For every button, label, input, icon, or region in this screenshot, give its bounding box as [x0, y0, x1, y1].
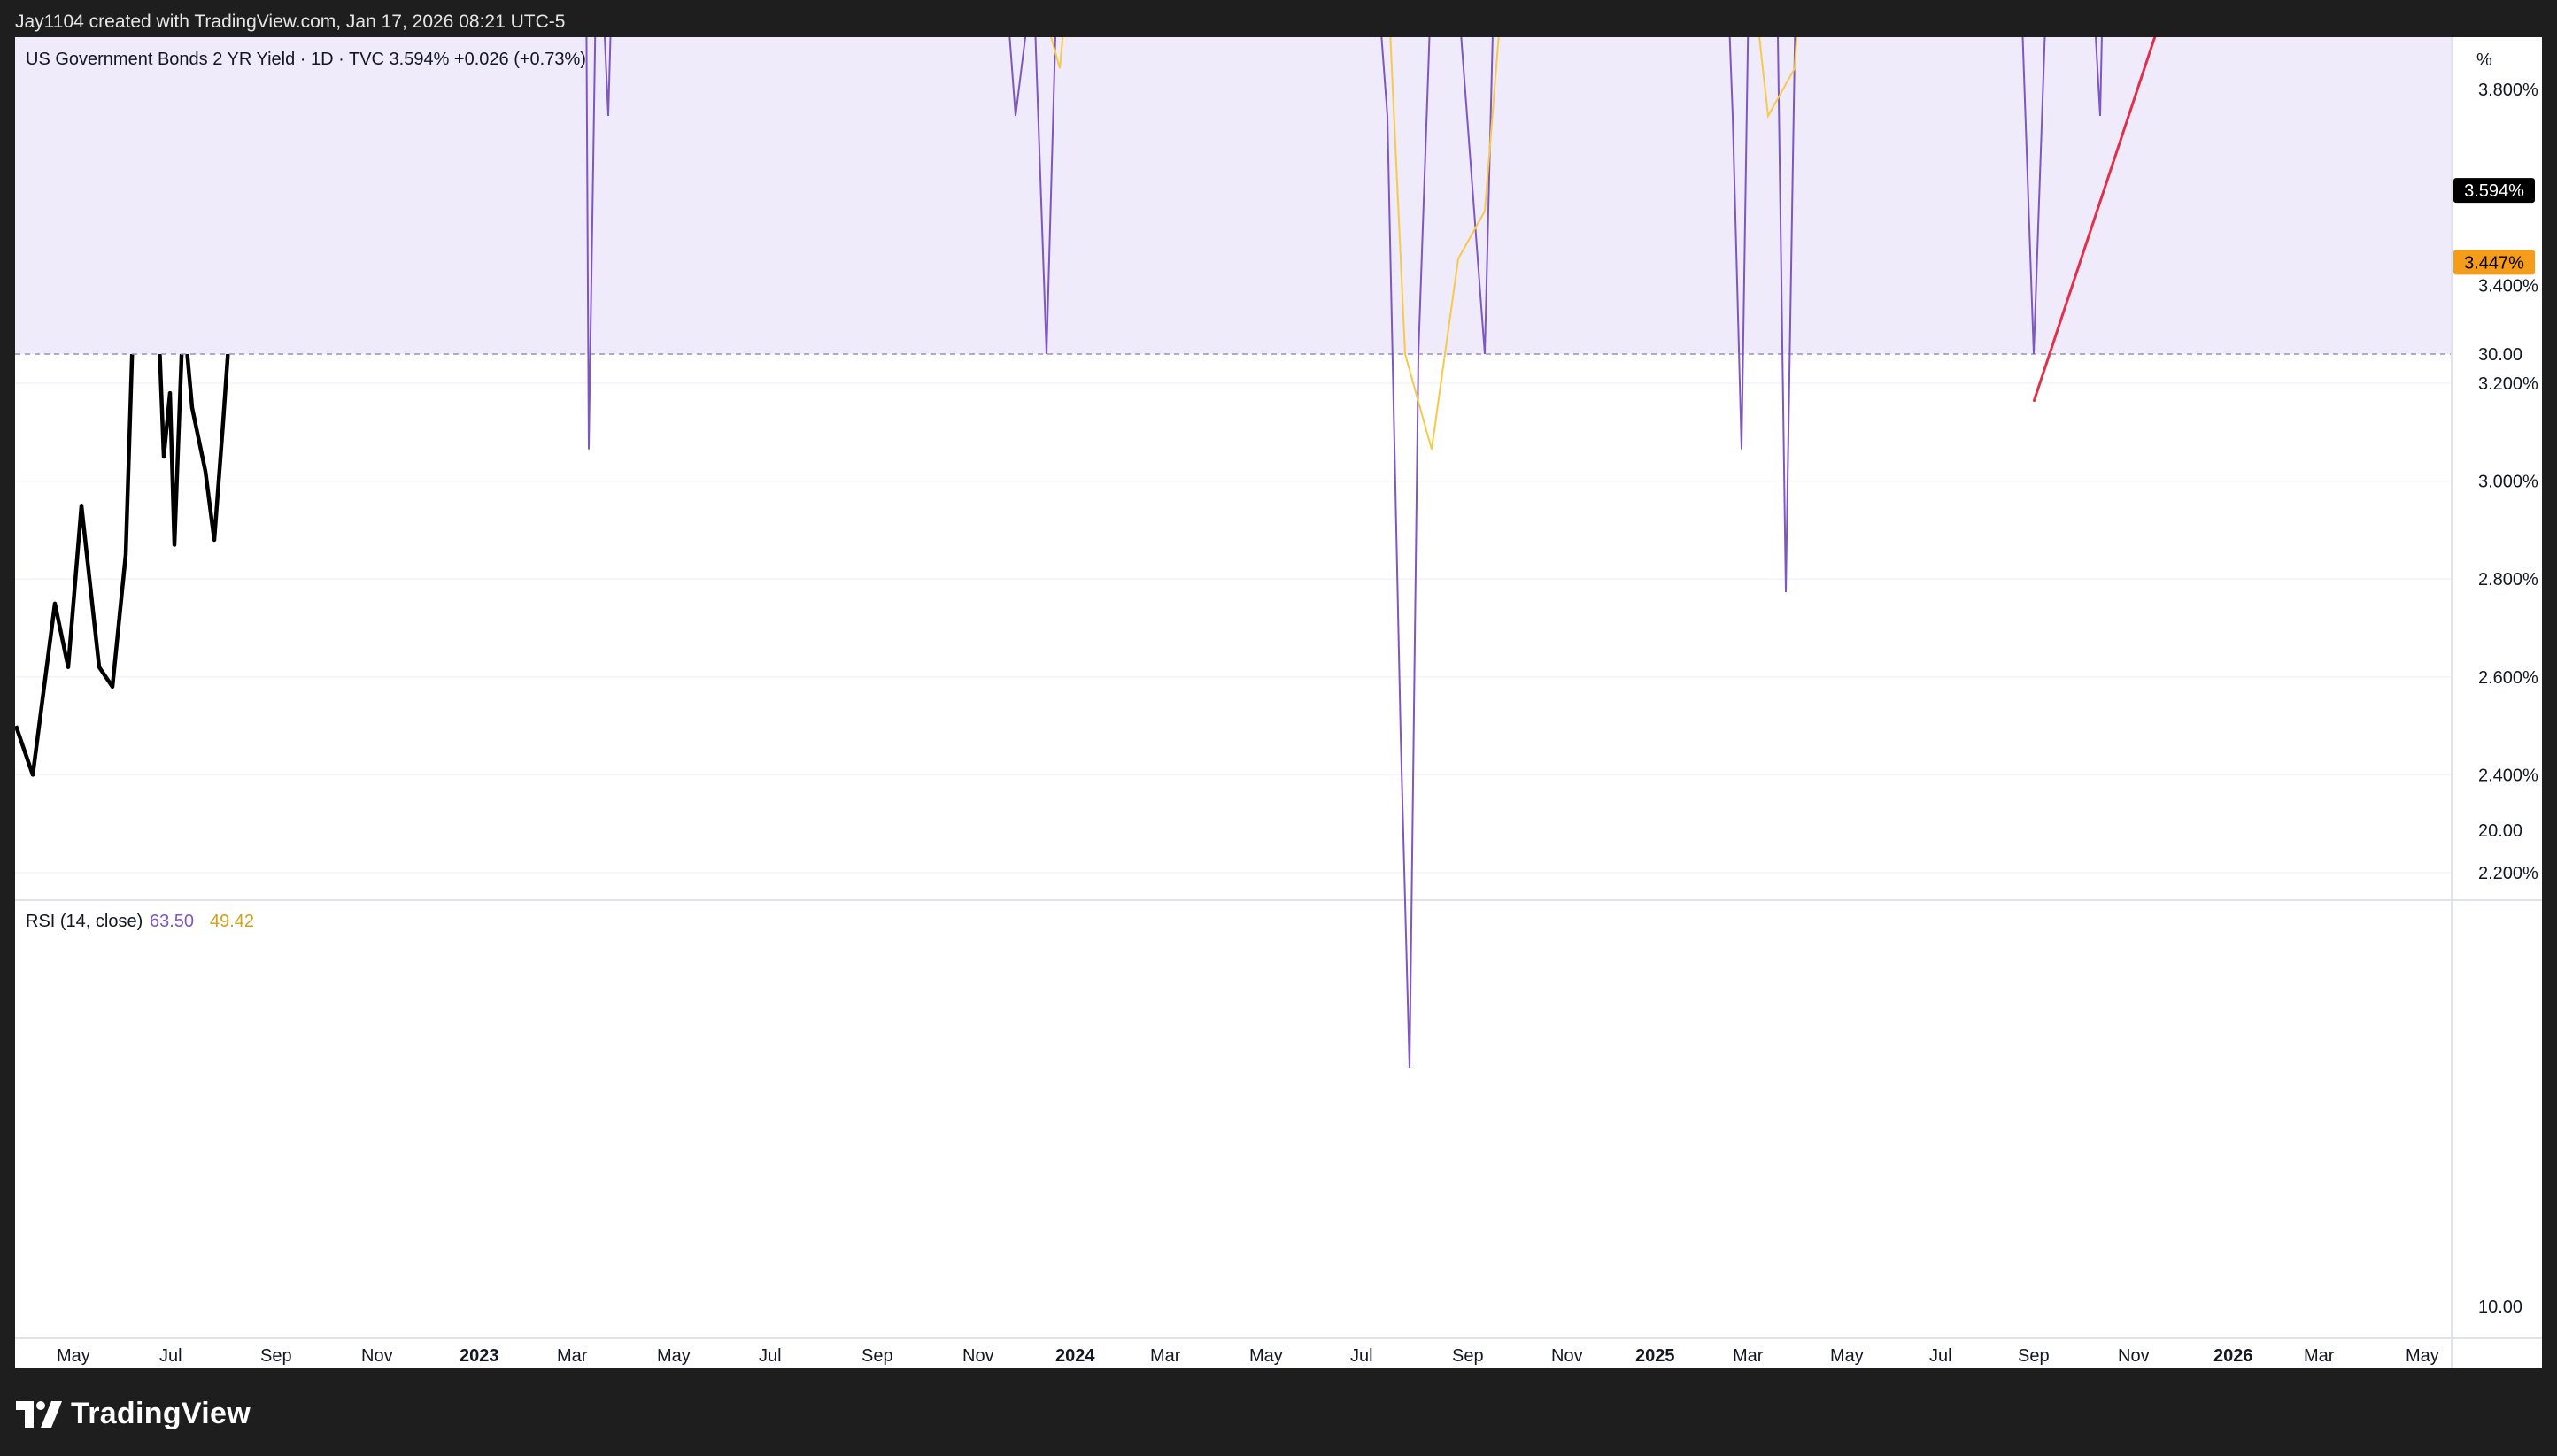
attribution-bar: Jay1104 created with TradingView.com, Ja… — [0, 0, 2557, 37]
attribution-text: Jay1104 created with TradingView.com, Ja… — [15, 12, 566, 32]
chart-panel[interactable]: May Jul Sep Nov 2023 Mar May Jul Sep Nov 2024 Mar Ma… — [13, 0, 2542, 1368]
price-tick-label: 2.200% — [2478, 864, 2538, 883]
time-axis-label: Sep — [1452, 1346, 1484, 1366]
time-axis-label: Jul — [1350, 1346, 1373, 1366]
chart-svg[interactable]: May Jul Sep Nov 2023 Mar May Jul Sep Nov 2024 Mar Ma… — [13, 0, 2542, 1368]
time-axis-label: Jul — [1929, 1346, 1952, 1366]
tradingview-logo-text: TradingView — [71, 1397, 251, 1430]
price-tick-label: 3.400% — [2478, 276, 2538, 296]
time-axis-label: 2025 — [1635, 1346, 1675, 1366]
rsi-tick-label: 30.00 — [2478, 345, 2522, 365]
time-axis-label: Jul — [759, 1346, 782, 1366]
rsi-tick-label: 10.00 — [2478, 1298, 2522, 1317]
tradingview-logo[interactable]: TradingView — [16, 1397, 251, 1431]
main-legend: US Government Bonds 2 YR Yield · 1D · TV… — [26, 50, 586, 69]
time-axis-label: Mar — [557, 1346, 588, 1366]
time-axis-label: May — [2406, 1346, 2439, 1366]
price-tick-label: 2.600% — [2478, 668, 2538, 688]
current-price-badge-bg — [2453, 178, 2535, 204]
rsi-pane[interactable] — [15, 0, 2452, 1069]
price-tick-label: 2.800% — [2478, 570, 2538, 589]
time-axis-label: Mar — [2304, 1346, 2335, 1366]
rsi-legend-value: 63.50 — [150, 912, 194, 931]
support-badge-bg — [2453, 250, 2535, 275]
time-axis-label: Mar — [1733, 1346, 1764, 1366]
time-axis-label: May — [657, 1346, 691, 1366]
time-axis-label: Nov — [2118, 1346, 2150, 1366]
price-badges: 3.974%3.594%3.447%63.5058.2549.42 — [2453, 0, 2535, 275]
time-axis-label: Mar — [1150, 1346, 1181, 1366]
tradingview-logo-icon — [16, 1400, 62, 1428]
rsi-legend-label: RSI (14, close) — [26, 912, 143, 931]
price-tick-label: 3.200% — [2478, 374, 2538, 394]
price-axis[interactable]: 5.200%5.000%4.800%4.600%4.400%4.200%3.80… — [2478, 37, 2538, 883]
rsi-legend-ma-value: 49.42 — [210, 912, 254, 931]
time-axis-label: May — [1830, 1346, 1864, 1366]
time-axis-label: 2026 — [2213, 1346, 2253, 1366]
time-axis-label: Sep — [2018, 1346, 2050, 1366]
axis-unit-label: % — [2476, 50, 2492, 70]
support-badge: 3.447% — [2464, 253, 2524, 273]
time-axis-label: Nov — [361, 1346, 393, 1366]
time-axis[interactable]: May Jul Sep Nov 2023 Mar May Jul Sep Nov 2024 Mar Ma… — [57, 1346, 2439, 1366]
time-axis-label: Nov — [1551, 1346, 1583, 1366]
rsi-tick-label: 20.00 — [2478, 821, 2522, 841]
rsi-rising-trendline[interactable] — [2032, 0, 2255, 403]
time-axis-label: Jul — [159, 1346, 182, 1366]
rsi-band — [15, 0, 2452, 354]
time-axis-label: 2023 — [460, 1346, 499, 1366]
time-axis-label: May — [1249, 1346, 1283, 1366]
bottom-bar — [0, 1368, 2557, 1456]
time-axis-label: May — [57, 1346, 90, 1366]
time-axis-label: Sep — [861, 1346, 893, 1366]
time-axis-label: Sep — [260, 1346, 292, 1366]
price-tick-label: 2.400% — [2478, 766, 2538, 785]
current-price-badge: 3.594% — [2464, 181, 2524, 201]
time-axis-label: 2024 — [1055, 1346, 1095, 1366]
price-tick-label: 3.800% — [2478, 81, 2538, 100]
price-tick-label: 3.000% — [2478, 473, 2538, 492]
time-axis-label: Nov — [962, 1346, 994, 1366]
